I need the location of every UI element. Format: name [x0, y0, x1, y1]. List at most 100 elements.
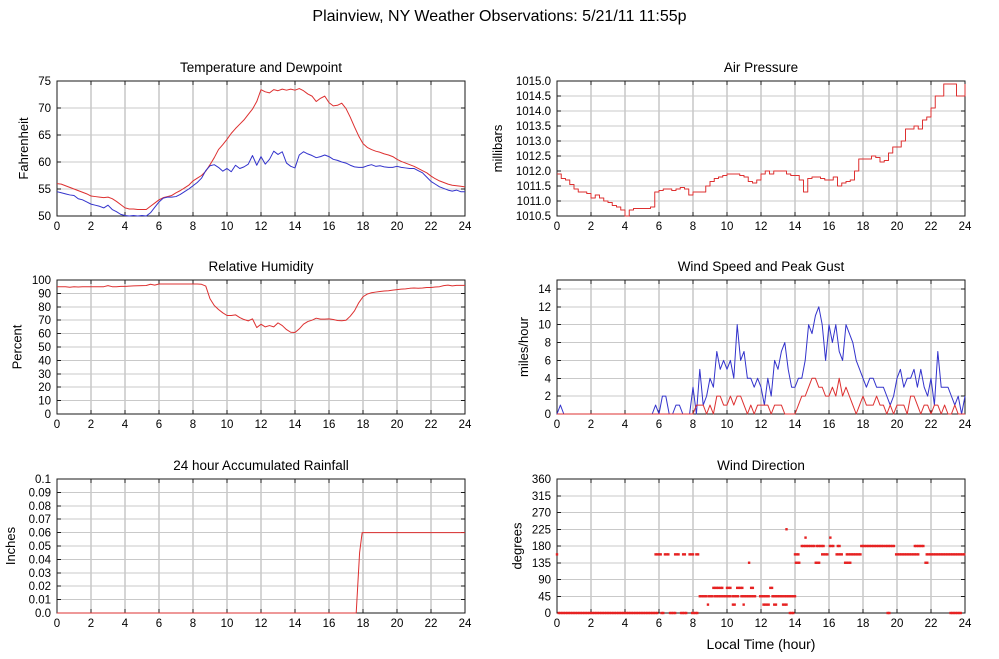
wind-direction-dot: [783, 595, 786, 598]
wind-direction-dot: [817, 544, 820, 548]
wind-speed-peak-gust-ytick-label: 8: [545, 338, 551, 350]
wind-direction-dot: [736, 586, 739, 590]
wind-direction-dot: [644, 611, 647, 615]
wind-direction-ytick-label: 225: [532, 524, 551, 536]
temperature-dewpoint-ytick-label: 70: [38, 103, 51, 115]
wind-direction-dot: [673, 611, 677, 615]
wind-direction-dot: [611, 611, 615, 615]
temperature-dewpoint-ytick-label: 75: [38, 76, 51, 88]
wind-direction-dot: [690, 611, 694, 615]
wind-direction-xtick-label: 16: [823, 618, 836, 630]
wind-speed-peak-gust-xtick-label: 10: [721, 419, 734, 431]
wind-direction-dot: [845, 561, 849, 564]
wind-direction-dot: [824, 553, 827, 556]
wind-direction-dot: [924, 561, 927, 564]
wind-direction-dot: [847, 561, 850, 564]
wind-direction-dot: [888, 611, 891, 615]
temperature-dewpoint-ylabel: Fahrenheit: [16, 117, 31, 180]
accumulated-rainfall-ylabel: Inches: [3, 526, 18, 565]
wind-direction-dot: [857, 553, 860, 556]
temperature-dewpoint-temperature-line: [56, 88, 466, 211]
accumulated-rainfall-xtick-label: 4: [122, 618, 129, 630]
wind-direction-dot: [764, 603, 767, 606]
wind-direction-dot: [683, 611, 686, 615]
wind-direction-dot: [672, 611, 675, 615]
wind-direction-dot: [683, 553, 687, 556]
wind-direction-dot: [598, 611, 601, 615]
wind-direction-dot: [868, 544, 871, 548]
wind-direction-dot: [713, 595, 717, 598]
wind-speed-peak-gust-xtick-label: 12: [755, 419, 768, 431]
wind-direction-dot: [665, 553, 668, 556]
wind-direction-dot: [850, 553, 854, 556]
wind-direction-wind-direction-dots: [555, 528, 966, 615]
relative-humidity-ytick-label: 70: [38, 315, 51, 327]
wind-direction-dot: [826, 553, 829, 556]
wind-direction-dot: [954, 611, 957, 615]
wind-direction-xtick-label: 24: [959, 618, 972, 630]
wind-direction-dot: [743, 595, 747, 598]
wind-direction-dot: [577, 611, 581, 615]
wind-speed-peak-gust-ytick-label: 4: [545, 373, 552, 385]
temperature-dewpoint-xtick-label: 4: [122, 221, 129, 233]
wind-direction-dot: [939, 553, 942, 556]
wind-direction-dot: [727, 595, 730, 598]
wind-direction-title: Wind Direction: [717, 458, 805, 473]
temperature-dewpoint-xtick-label: 8: [190, 221, 196, 233]
wind-direction-dot: [691, 553, 695, 556]
wind-direction-dot: [733, 603, 736, 606]
accumulated-rainfall-xtick-label: 6: [156, 618, 162, 630]
wind-direction-dot: [814, 561, 817, 564]
wind-direction-dot: [815, 544, 818, 548]
wind-direction-xtick-label: 6: [656, 618, 662, 630]
wind-direction-dot: [719, 586, 722, 590]
wind-direction-dot: [896, 553, 900, 556]
wind-direction-dot: [715, 595, 718, 598]
wind-speed-peak-gust-title: Wind Speed and Peak Gust: [678, 259, 845, 274]
chart-temperature-dewpoint: 0 2 4 6 8 10 12 14 16 18 20 22 24505560657075Tempera…: [16, 60, 472, 233]
wind-direction-dot: [796, 561, 799, 564]
wind-direction-dot: [769, 586, 772, 590]
wind-direction-dot: [837, 553, 840, 556]
wind-direction-dot: [569, 611, 572, 615]
chart-air-pressure: 0 2 4 6 8 10 12 14 16 18 20 22 241010.51011.01011.51…: [490, 60, 972, 233]
accumulated-rainfall-ytick-label: 0.04: [29, 554, 52, 566]
wind-direction-dot: [560, 611, 564, 615]
wind-direction-dot: [567, 611, 571, 615]
temperature-dewpoint-xtick-label: 20: [391, 221, 404, 233]
wind-direction-dot: [659, 553, 662, 556]
wind-direction-dot: [574, 611, 577, 615]
wind-direction-dot: [805, 544, 809, 548]
accumulated-rainfall-xtick-label: 0: [54, 618, 60, 630]
wind-direction-dot: [878, 544, 882, 548]
wind-direction-dot: [634, 611, 637, 615]
temperature-dewpoint-ytick-label: 50: [38, 211, 51, 223]
wind-direction-dot: [767, 595, 770, 598]
wind-direction-dot: [588, 611, 591, 615]
wind-direction-dot: [820, 544, 824, 548]
wind-direction-dot: [758, 595, 762, 598]
accumulated-rainfall-ytick-label: 0.01: [29, 595, 51, 607]
relative-humidity-ytick-label: 10: [38, 396, 51, 408]
wind-speed-peak-gust-xtick-label: 24: [959, 419, 972, 431]
wind-direction-dot: [838, 544, 841, 548]
accumulated-rainfall-ytick-label: 0.07: [29, 514, 51, 526]
wind-direction-dot: [696, 553, 700, 556]
wind-direction-dot: [606, 611, 610, 615]
wind-direction-dot: [865, 544, 868, 548]
wind-direction-dot: [635, 611, 639, 615]
wind-direction-dot: [838, 553, 842, 556]
wind-direction-dot: [731, 595, 735, 598]
wind-direction-dot: [729, 595, 732, 598]
wind-direction-dot: [788, 595, 792, 598]
wind-direction-dot: [615, 611, 618, 615]
wind-direction-dot: [887, 544, 891, 548]
wind-direction-dot: [792, 611, 795, 615]
wind-direction-dot: [703, 595, 707, 598]
wind-speed-peak-gust-ytick-label: 0: [545, 409, 551, 421]
air-pressure-ylabel: millibars: [490, 124, 505, 172]
wind-direction-ytick-label: 180: [532, 541, 551, 553]
wind-speed-peak-gust-xtick-label: 20: [891, 419, 904, 431]
wind-direction-dot: [632, 611, 635, 615]
wind-direction-dot: [957, 611, 961, 615]
